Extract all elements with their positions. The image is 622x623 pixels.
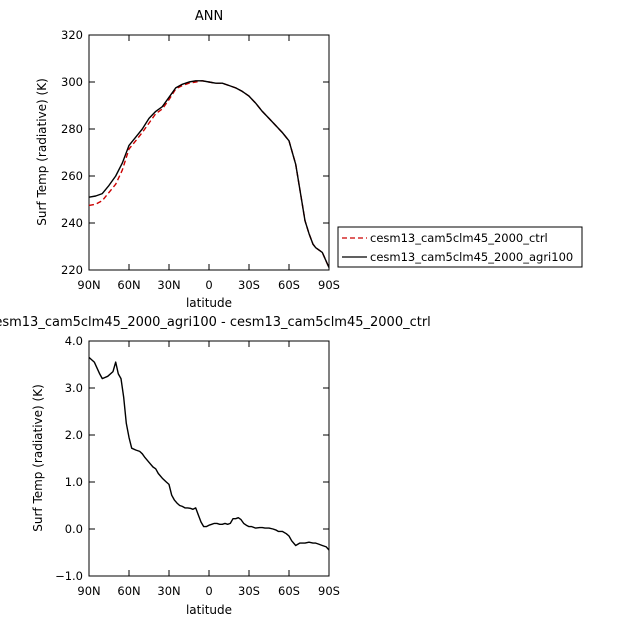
top-y-tick-label-1: 240 [61,216,83,230]
top-x-tick-label-5: 60S [278,278,300,292]
bottom-x-tick-label-4: 30S [238,584,260,598]
bottom-series-line-0 [88,356,330,551]
bottom-plot-frame [88,340,330,577]
top-series-group [88,80,330,268]
top-x-axis-label: latitude [186,296,232,310]
top-y-axis-label: Surf Temp (radiative) (K) [35,78,49,226]
legend-label-ctrl: cesm13_cam5clm45_2000_ctrl [370,231,548,245]
bottom-x-tick-label-1: 60N [117,584,140,598]
bottom-x-axis-label: latitude [186,603,232,617]
top-y-tick-label-4: 300 [61,75,83,89]
bottom-chart-title: cesm13_cam5clm45_2000_agri100 - cesm13_c… [0,315,431,330]
legend-box [337,226,583,268]
bottom-x-tick-label-5: 60S [278,584,300,598]
legend: cesm13_cam5clm45_2000_ctrl cesm13_cam5cl… [337,226,583,268]
top-x-tick-label-6: 90S [318,278,340,292]
top-y-tick-label-5: 320 [61,28,83,42]
bottom-x-tick-label-3: 0 [205,584,212,598]
top-x-tick-label-4: 30S [238,278,260,292]
bottom-panel: cesm13_cam5clm45_2000_agri100 - cesm13_c… [0,315,431,617]
top-x-tick-label-1: 60N [117,278,140,292]
bottom-x-tick-label-2: 30N [157,584,180,598]
bottom-y-ticks: −1.0 0.0 1.0 2.0 3.0 4.0 [55,334,329,583]
bottom-y-tick-label-4: 3.0 [65,381,83,395]
bottom-x-tick-label-0: 90N [77,584,100,598]
top-x-tick-label-3: 0 [205,278,212,292]
top-y-tick-label-2: 260 [61,169,83,183]
bottom-y-tick-label-5: 4.0 [65,334,83,348]
bottom-series-group [88,356,330,551]
bottom-x-ticks: 90N 60N 30N 0 30S 60S 90S [77,341,340,598]
top-series-line-cesm13_cam5clm45_2000_agri100 [88,80,330,268]
bottom-x-tick-label-6: 90S [318,584,340,598]
bottom-y-tick-label-3: 2.0 [65,428,83,442]
bottom-y-axis-label: Surf Temp (radiative) (K) [31,384,45,532]
top-y-tick-label-3: 280 [61,122,83,136]
top-x-tick-label-2: 30N [157,278,180,292]
bottom-y-tick-label-2: 1.0 [65,475,83,489]
top-y-ticks: 220 240 260 280 300 320 [61,28,329,277]
legend-label-agri100: cesm13_cam5clm45_2000_agri100 [370,250,573,264]
top-x-ticks: 90N 60N 30N 0 30S 60S 90S [77,35,340,292]
top-series-line-cesm13_cam5clm45_2000_ctrl [88,80,330,268]
bottom-y-tick-label-0: −1.0 [55,569,83,583]
top-x-tick-label-0: 90N [77,278,100,292]
top-y-tick-label-0: 220 [61,263,83,277]
bottom-y-tick-label-1: 0.0 [65,522,83,536]
top-chart-title: ANN [195,9,223,24]
